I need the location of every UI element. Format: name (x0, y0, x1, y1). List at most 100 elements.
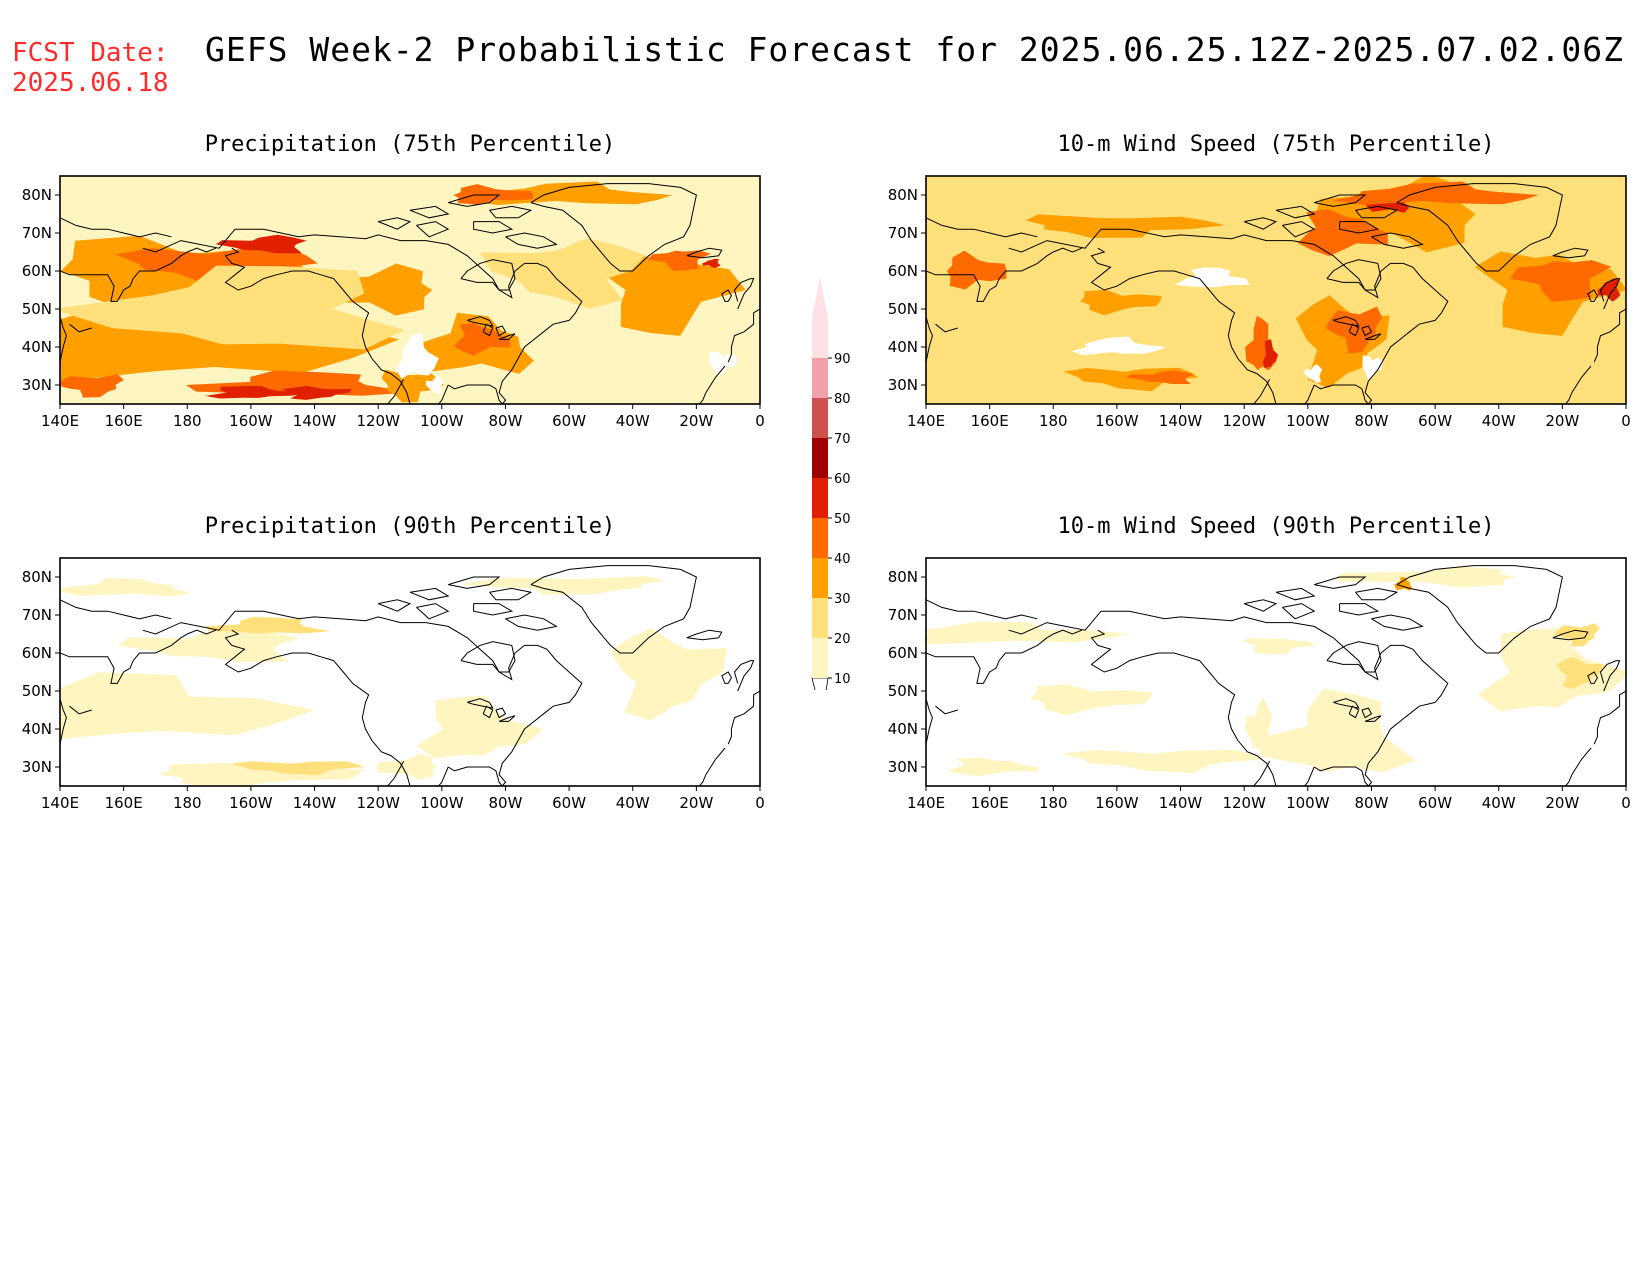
coastline (69, 323, 92, 333)
coastline (489, 587, 533, 601)
coastline (727, 690, 760, 745)
probability-contour (60, 577, 190, 597)
lat-label: 40N (888, 720, 918, 738)
lon-label: 100W (1286, 412, 1330, 430)
probability-contour (1071, 336, 1167, 356)
lon-label: 20W (679, 794, 713, 812)
coastline (1313, 384, 1369, 404)
probability-contour (1262, 339, 1278, 369)
coastline (60, 629, 217, 684)
lon-label: 180 (173, 412, 202, 430)
colorbar-segment (812, 638, 828, 678)
shading-layer (60, 558, 760, 786)
probability-contour (377, 753, 437, 780)
coastline (1552, 629, 1589, 641)
coastline (224, 629, 411, 786)
forecast-date-value: 2025.06.18 (12, 68, 169, 98)
lon-label: 120W (356, 794, 400, 812)
coastline (498, 715, 516, 722)
lon-label: 140W (293, 412, 337, 430)
coastline (699, 365, 726, 404)
lat-label: 70N (888, 224, 918, 242)
coastline (1599, 278, 1621, 310)
probability-contour (60, 374, 124, 398)
coastline (142, 610, 583, 786)
probability-contour (60, 672, 315, 740)
lon-label: 160E (971, 412, 1009, 430)
coastline (416, 221, 450, 238)
coastline (1253, 379, 1271, 404)
probability-contour (1336, 566, 1517, 588)
probability-contour (647, 250, 712, 272)
probability-contour (593, 251, 746, 336)
panel-title-precip75: Precipitation (75th Percentile) (204, 132, 616, 157)
coastline (1587, 671, 1598, 684)
coastline (1339, 221, 1380, 234)
lon-label: 140E (907, 794, 945, 812)
probability-contour (453, 322, 511, 356)
coastline (409, 205, 450, 219)
coastline (530, 565, 697, 654)
map-frame (59, 175, 761, 405)
lon-label: 120W (1222, 794, 1266, 812)
lon-label: 100W (420, 412, 464, 430)
panel-title-wind90: 10-m Wind Speed (90th Percentile) (1057, 514, 1495, 539)
lon-label: 80W (488, 794, 522, 812)
probability-contour (1597, 278, 1621, 302)
coastline (1593, 690, 1626, 745)
coastline (60, 247, 217, 302)
coastline (498, 333, 516, 340)
coastline (1275, 587, 1316, 601)
coastline (438, 384, 449, 404)
coastline (935, 323, 958, 333)
coastline (378, 599, 412, 612)
colorbar-segment (812, 358, 828, 398)
colorbar-label: 80 (834, 392, 851, 407)
probability-contour (205, 386, 307, 399)
lon-label: 40W (1482, 794, 1516, 812)
lon-label: 40W (1482, 412, 1516, 430)
lon-label: 160W (1095, 794, 1139, 812)
colorbar-segment (812, 598, 828, 638)
colorbar-label: 20 (834, 632, 851, 647)
coastline (721, 671, 732, 684)
coastline (1355, 587, 1399, 601)
colorbar-segment (812, 438, 828, 478)
coastline (1333, 316, 1360, 327)
probability-contour (229, 761, 365, 776)
lon-label: 140E (907, 412, 945, 430)
lon-label: 140W (1159, 412, 1203, 430)
coastline (448, 194, 501, 207)
probability-contour (1002, 266, 1336, 362)
coastline (1593, 308, 1626, 363)
probability-contour (1174, 267, 1250, 288)
colorbar-label: 50 (834, 512, 851, 527)
lon-label: 140W (293, 794, 337, 812)
lon-label: 40W (616, 794, 650, 812)
coastline (1371, 232, 1424, 249)
coastline (495, 325, 507, 337)
probability-contour (312, 263, 433, 316)
lon-label: 160E (105, 412, 143, 430)
colorbar-label: 10 (834, 672, 851, 687)
coastline (460, 641, 516, 673)
coastline (482, 323, 494, 337)
coastline (467, 698, 494, 709)
coastline (1244, 599, 1278, 612)
coastline (378, 217, 412, 230)
coastline (1348, 323, 1360, 337)
shading-layer (60, 176, 760, 404)
lon-label: 100W (420, 794, 464, 812)
probability-contour (381, 369, 444, 403)
colorbar-segment (812, 478, 828, 518)
coastline (1371, 614, 1424, 631)
panel-title-precip90: Precipitation (90th Percentile) (204, 514, 616, 539)
lat-label: 80N (22, 186, 52, 204)
lat-label: 70N (22, 606, 52, 624)
shading-layer (926, 558, 1626, 786)
map-frame (59, 557, 761, 787)
coastline (1599, 660, 1621, 692)
lat-label: 30N (888, 758, 918, 776)
map-precip90: 80N 70N 60N 50N 40N 30N 140E 160E 180 160W 140W 120… (22, 557, 765, 812)
colorbar-lower-arrow (811, 677, 829, 690)
